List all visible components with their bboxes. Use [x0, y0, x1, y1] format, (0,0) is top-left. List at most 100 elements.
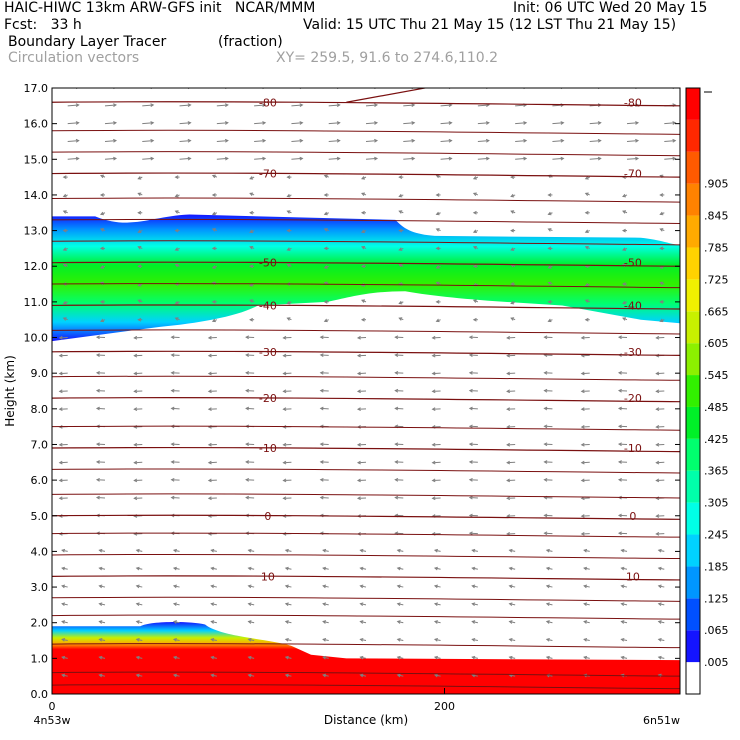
vector-arrowhead [435, 281, 440, 286]
vector-arrowhead [150, 121, 155, 125]
vector-arrowhead [580, 442, 585, 447]
vector-arrowhead [210, 566, 215, 571]
vector-arrowhead [433, 673, 438, 678]
vector-arrowhead [207, 460, 212, 465]
vector-arrowhead [398, 317, 403, 321]
vector-arrowhead [471, 620, 476, 624]
vector-arrowhead [433, 620, 438, 624]
vector-arrowhead [137, 245, 142, 250]
vector-arrowhead [319, 495, 324, 500]
circulation-vector [328, 104, 340, 107]
vector-arrowhead [172, 673, 177, 678]
vector-arrowhead [249, 176, 254, 180]
colorbar-label: .905 [704, 178, 729, 191]
vector-arrowhead [523, 156, 528, 161]
x-axis-title: Distance (km) [324, 713, 408, 727]
vector-arrowhead [187, 138, 192, 143]
temperature-contours: 10 10 0 0 -10 -10 -20 -20 -30 -30 -40 -40 -50 -50 -70 -… [52, 88, 680, 690]
colorbar-swatch [686, 88, 700, 120]
vector-arrowhead [61, 602, 66, 607]
vector-arrowhead [323, 174, 328, 179]
vector-arrowhead [659, 300, 664, 304]
y-axis-title: Height (km) [3, 355, 17, 426]
vector-arrowhead [211, 246, 216, 251]
circulation-vector [104, 140, 117, 142]
x-axis: 0 200 [49, 688, 455, 713]
colorbar-swatch [686, 662, 700, 694]
vector-arrowhead [62, 247, 67, 251]
vector-arrowhead [99, 193, 104, 197]
vector-arrowhead [433, 584, 438, 589]
colorbar-swatch [686, 630, 700, 663]
vector-arrowhead [431, 496, 436, 501]
vector-arrowhead [95, 371, 100, 375]
vector-arrowhead [299, 156, 304, 161]
circulation-vector [142, 157, 154, 160]
contour-label: 10 [261, 570, 275, 583]
vector-arrowhead [172, 602, 177, 607]
vector-arrowhead [356, 496, 361, 501]
vector-arrowhead [62, 300, 67, 305]
vector-arrowhead [247, 637, 252, 642]
vector-arrowhead [62, 263, 67, 268]
vector-arrowhead [95, 442, 100, 447]
circulation-vector [664, 122, 676, 125]
colorbar-label: .005 [704, 656, 729, 669]
vector-arrowhead [247, 584, 252, 589]
vector-arrowhead [249, 317, 254, 322]
contour-label: -10 [624, 442, 642, 455]
vector-arrowhead [75, 156, 80, 161]
vector-arrowhead [361, 245, 366, 250]
vector-arrowhead [508, 620, 513, 624]
vector-arrowhead [282, 353, 287, 358]
vector-arrowhead [245, 353, 250, 357]
circulation-vector [254, 104, 266, 107]
temperature-contour [52, 218, 680, 224]
vector-arrowhead [471, 548, 476, 553]
vector-arrowhead [617, 371, 622, 375]
temperature-contour [52, 129, 680, 135]
vector-arrowhead [170, 353, 175, 357]
vector-arrowhead [322, 602, 327, 607]
vector-arrowhead [617, 477, 622, 482]
vector-arrowhead [322, 566, 327, 571]
vector-arrowhead [655, 335, 660, 340]
circulation-vector [291, 122, 303, 125]
circulation-vector [403, 157, 415, 160]
vector-arrowhead [543, 406, 548, 411]
vector-arrowhead [286, 193, 291, 198]
vector-arrowhead [545, 584, 550, 589]
vector-arrowhead [95, 353, 100, 357]
circulation-vector [515, 122, 527, 125]
circulation-vector [142, 122, 154, 125]
vector-arrowhead [545, 602, 550, 607]
y-tick-label: 11.0 [24, 296, 49, 309]
vector-arrowhead [620, 584, 625, 589]
colorbar-label: .245 [704, 529, 729, 542]
vector-arrowhead [584, 192, 589, 196]
vector-arrowhead [510, 247, 515, 251]
vector-arrowhead [62, 228, 67, 233]
vector-arrowhead [150, 138, 155, 143]
vector-arrowhead [617, 335, 622, 340]
vector-arrowhead [657, 637, 662, 642]
vector-arrowhead [580, 371, 585, 376]
tracer-fill [52, 214, 680, 694]
vector-arrowhead [286, 175, 291, 179]
colorbar-swatch [686, 151, 700, 184]
vector-arrowhead [224, 156, 229, 161]
vector-arrowhead [170, 442, 175, 447]
y-tick-label: 7.0 [31, 438, 49, 451]
contour-label: -40 [259, 299, 277, 312]
vector-arrowhead [247, 602, 252, 607]
vector-arrowhead [210, 548, 215, 553]
vector-arrowhead [100, 174, 105, 179]
vector-arrowhead [620, 566, 625, 571]
vector-arrowhead [398, 228, 403, 233]
circulation-vector [254, 140, 266, 142]
vector-arrowhead [448, 138, 453, 143]
vector-arrowhead [655, 478, 660, 483]
vector-arrowhead [472, 229, 477, 234]
circulation-vector [589, 140, 601, 142]
vector-arrowhead [398, 193, 403, 198]
